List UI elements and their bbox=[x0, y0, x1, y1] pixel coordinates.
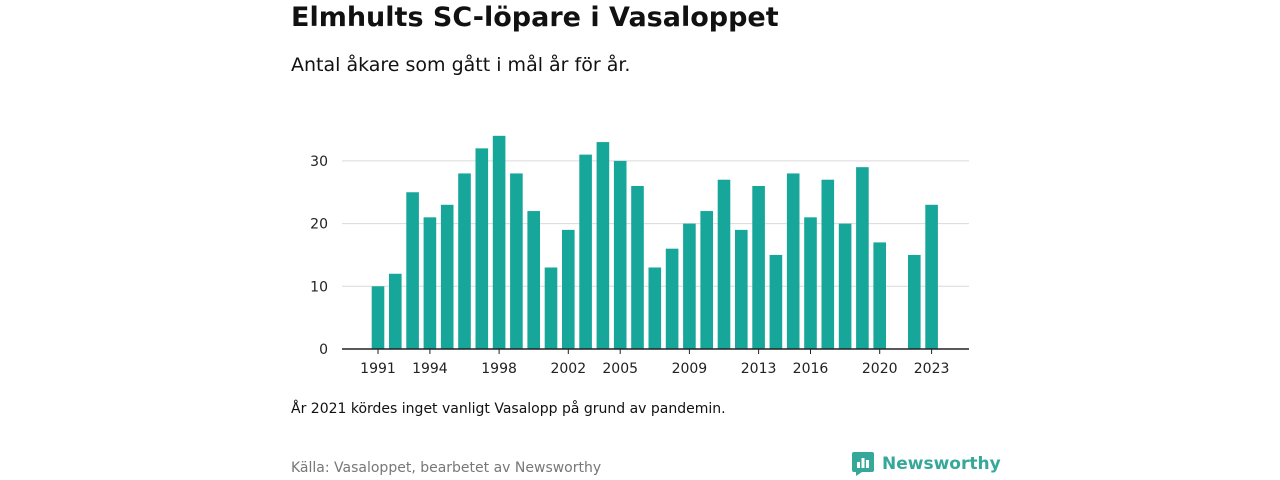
x-tick-labels: 1991 1994 1998 2002 2005 2009 2013 2016 2020 2023 bbox=[360, 349, 949, 377]
x-tick-label: 2023 bbox=[914, 361, 950, 377]
newsworthy-logo[interactable]: Newsworthy bbox=[852, 452, 1001, 476]
bar-1998 bbox=[492, 135, 506, 349]
bar-2022 bbox=[908, 254, 921, 349]
bar-2013 bbox=[752, 185, 765, 349]
y-tick-labels: 0 10 20 30 bbox=[310, 154, 328, 358]
x-tick-label: 1994 bbox=[412, 361, 448, 377]
bar-2023 bbox=[925, 204, 938, 349]
bar-2018 bbox=[838, 223, 852, 349]
source-text: Källa: Vasaloppet, bearbetet av Newswort… bbox=[291, 460, 602, 476]
bar-1996 bbox=[458, 173, 471, 349]
bar-2001 bbox=[544, 267, 558, 349]
bar-1997 bbox=[475, 148, 489, 349]
bar-2019 bbox=[856, 167, 869, 349]
x-tick-label: 2005 bbox=[602, 361, 638, 377]
x-tick-label: 2013 bbox=[741, 361, 777, 377]
bar-2002 bbox=[562, 229, 575, 349]
y-tick-label: 10 bbox=[310, 279, 328, 295]
bar-2012 bbox=[735, 229, 748, 349]
x-tick-label: 2016 bbox=[793, 361, 829, 377]
bar-2020 bbox=[873, 242, 886, 349]
bars bbox=[371, 135, 938, 349]
chart-subtitle: Antal åkare som gått i mål år för år. bbox=[291, 54, 631, 76]
bar-2014 bbox=[769, 254, 783, 349]
bar-1994 bbox=[423, 217, 437, 349]
x-tick-label: 1991 bbox=[360, 361, 396, 377]
bar-1995 bbox=[440, 204, 454, 349]
x-tick-label: 2002 bbox=[550, 361, 586, 377]
bar-2005 bbox=[613, 160, 627, 349]
bar-2010 bbox=[700, 211, 713, 349]
bar-2003 bbox=[579, 154, 592, 349]
newsworthy-icon bbox=[852, 452, 874, 476]
brand-name: Newsworthy bbox=[882, 454, 1001, 474]
bar-2006 bbox=[631, 185, 644, 349]
bar-1993 bbox=[406, 192, 419, 349]
bar-2004 bbox=[596, 142, 610, 349]
chart-title: Elmhults SC-löpare i Vasaloppet bbox=[291, 2, 779, 33]
bar-2000 bbox=[527, 211, 540, 349]
y-tick-label: 20 bbox=[310, 217, 328, 233]
bar-2015 bbox=[786, 173, 800, 349]
bar-2007 bbox=[648, 267, 662, 349]
bar-1991 bbox=[371, 286, 385, 349]
footnote: År 2021 kördes inget vanligt Vasalopp på… bbox=[291, 401, 726, 417]
bar-2011 bbox=[717, 179, 731, 349]
bar-chart: 0 10 20 30 1991 1994 1998 2002 2005 2009 2013 2016… bbox=[310, 135, 969, 377]
y-tick-label: 0 bbox=[319, 342, 328, 358]
bar-2009 bbox=[683, 223, 696, 349]
x-tick-label: 1998 bbox=[481, 361, 517, 377]
bar-2008 bbox=[665, 248, 679, 349]
x-tick-label: 2020 bbox=[862, 361, 898, 377]
bar-2016 bbox=[804, 217, 817, 349]
y-tick-label: 30 bbox=[310, 154, 328, 170]
bar-2017 bbox=[821, 179, 835, 349]
bar-1999 bbox=[510, 173, 523, 349]
x-tick-label: 2009 bbox=[672, 361, 708, 377]
bar-1992 bbox=[389, 273, 402, 349]
